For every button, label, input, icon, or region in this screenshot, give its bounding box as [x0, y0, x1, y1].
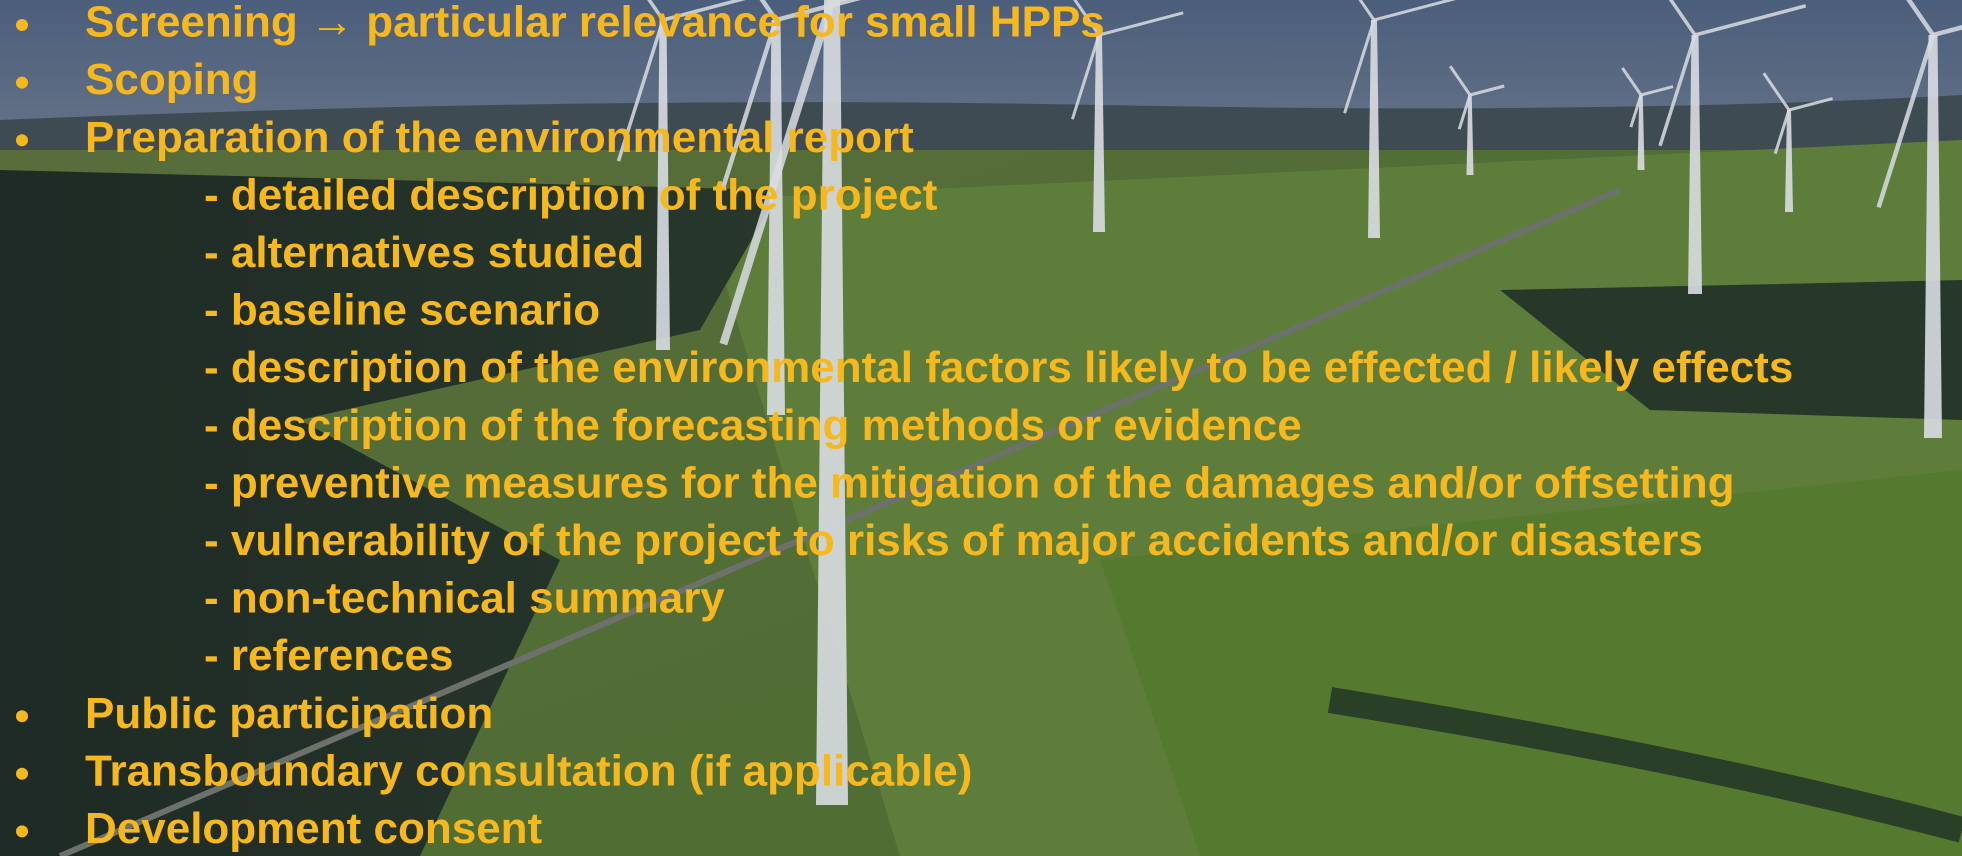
sub-item: - references	[204, 631, 453, 680]
list-item: Public participation	[85, 689, 493, 738]
list-item: Screening → particular relevance for sma…	[85, 0, 1105, 47]
sub-item: - non-technical summary	[204, 574, 725, 623]
sub-item: - vulnerability of the project to risks …	[204, 516, 1703, 565]
sub-item: - baseline scenario	[204, 286, 600, 335]
list-item: Transboundary consultation (if applicabl…	[85, 746, 972, 795]
bullet	[16, 710, 28, 722]
sub-item: - detailed description of the project	[204, 170, 938, 219]
list-item: Scoping	[85, 55, 259, 104]
slide: Screening → particular relevance for sma…	[0, 0, 1962, 856]
sub-item: - preventive measures for the mitigation…	[204, 458, 1734, 507]
bullet	[16, 134, 28, 146]
sub-item: - alternatives studied	[204, 228, 644, 277]
list-item: Preparation of the environmental report	[85, 113, 914, 162]
sub-item: - description of the environmental facto…	[204, 343, 1793, 392]
bullet	[16, 825, 28, 837]
bullet	[16, 77, 28, 89]
sub-item: - description of the forecasting methods…	[204, 401, 1302, 450]
bullet	[16, 768, 28, 780]
page: {"items": [ {"text": "Screening \u2192 p…	[0, 0, 1962, 856]
list-item: Development consent	[85, 804, 543, 853]
bullet	[16, 19, 28, 31]
